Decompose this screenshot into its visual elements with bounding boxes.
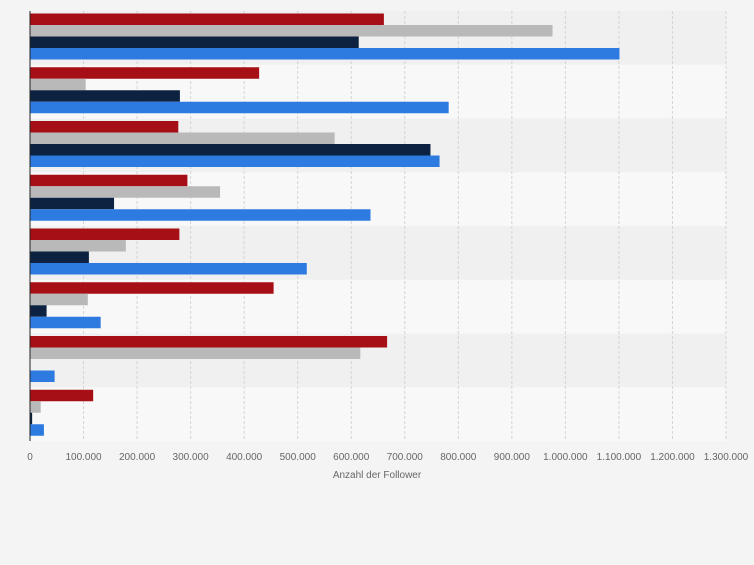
bar[interactable] <box>30 13 384 26</box>
x-tick-label: 400.000 <box>226 452 263 463</box>
bar[interactable] <box>30 412 33 425</box>
bar[interactable] <box>30 132 335 145</box>
bar[interactable] <box>30 293 88 306</box>
row-band <box>30 387 726 441</box>
x-tick-label: 700.000 <box>387 452 424 463</box>
x-tick-label: 100.000 <box>65 452 102 463</box>
bar[interactable] <box>30 36 359 49</box>
bar[interactable] <box>30 155 440 168</box>
bar[interactable] <box>30 101 449 114</box>
bar[interactable] <box>30 197 115 210</box>
bar[interactable] <box>30 67 260 79</box>
bar[interactable] <box>30 389 94 402</box>
bar[interactable] <box>30 144 431 156</box>
bar[interactable] <box>30 316 101 329</box>
x-tick-label: 800.000 <box>440 452 477 463</box>
x-tick-label: 300.000 <box>173 452 210 463</box>
bar[interactable] <box>30 370 55 383</box>
x-tick-label: 1.200.000 <box>650 452 695 463</box>
bar[interactable] <box>30 336 388 348</box>
bar[interactable] <box>30 424 44 436</box>
bar[interactable] <box>30 186 221 198</box>
bar[interactable] <box>30 263 307 275</box>
bar[interactable] <box>30 209 371 221</box>
bar[interactable] <box>30 174 188 187</box>
bar[interactable] <box>30 25 553 37</box>
x-tick-label: 1.100.000 <box>597 452 642 463</box>
bar[interactable] <box>30 90 180 102</box>
bar[interactable] <box>30 347 361 360</box>
bar[interactable] <box>30 401 41 413</box>
row-bands <box>30 11 726 441</box>
x-tick-label: 600.000 <box>333 452 370 463</box>
x-tick-label: 1.000.000 <box>543 452 588 463</box>
x-tick-labels: 0 100.000 200.000 300.000 400.000 500.000 600.… <box>27 452 748 463</box>
x-tick-label: 1.300.000 <box>704 452 749 463</box>
x-axis-title: Anzahl der Follower <box>333 470 422 481</box>
gridlines <box>83 11 727 441</box>
bar[interactable] <box>30 228 180 241</box>
bar[interactable] <box>30 78 86 91</box>
bar[interactable] <box>30 48 620 60</box>
x-tick-label: 900.000 <box>494 452 531 463</box>
x-tick-label: 500.000 <box>280 452 317 463</box>
x-tick-label: 0 <box>27 452 33 463</box>
bar[interactable] <box>30 282 274 294</box>
bar[interactable] <box>30 121 179 133</box>
bar[interactable] <box>30 305 47 317</box>
bar[interactable] <box>30 240 126 252</box>
x-tick-label: 200.000 <box>119 452 156 463</box>
bars <box>30 13 620 436</box>
bar[interactable] <box>30 251 89 264</box>
